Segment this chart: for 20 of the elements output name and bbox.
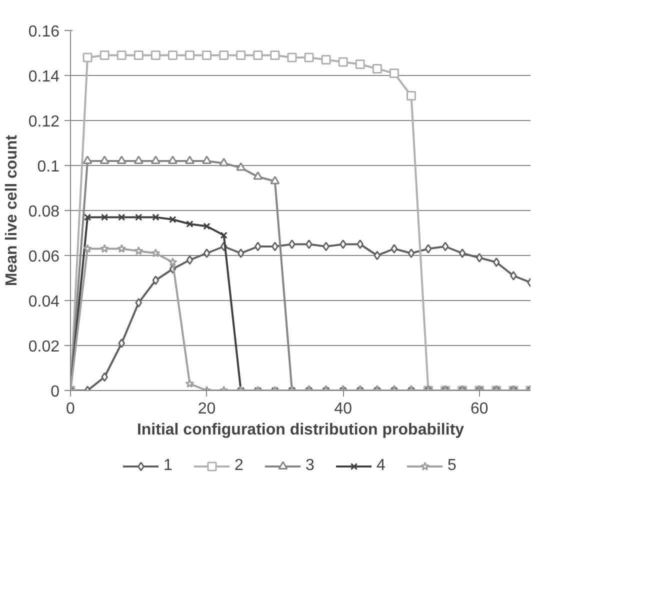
x-tick-label: 60 bbox=[470, 400, 488, 418]
legend-label: 4 bbox=[376, 457, 386, 475]
y-tick-label: 0.08 bbox=[28, 204, 60, 220]
y-tick-label: 0.02 bbox=[28, 338, 60, 356]
x-tick-label: 40 bbox=[334, 400, 352, 418]
y-axis-title: Mean live cell count bbox=[3, 134, 20, 286]
y-tick-label: 0 bbox=[50, 384, 60, 400]
legend-label: 1 bbox=[164, 457, 174, 475]
y-tick-label: 0.06 bbox=[28, 248, 60, 266]
y-tick-label: 0.04 bbox=[28, 294, 60, 310]
y-tick-label: 0.12 bbox=[28, 114, 60, 130]
legend-label: 2 bbox=[234, 457, 244, 475]
legend-label: 3 bbox=[306, 457, 316, 475]
y-tick-label: 0.14 bbox=[28, 68, 60, 86]
x-tick-label: 0 bbox=[66, 400, 76, 418]
x-tick-label: 20 bbox=[198, 400, 216, 418]
y-tick-label: 0.16 bbox=[28, 24, 60, 40]
legend-label: 5 bbox=[448, 457, 458, 475]
x-axis-title: Initial configuration distribution probability bbox=[136, 422, 464, 438]
y-tick-label: 0.1 bbox=[37, 158, 60, 176]
